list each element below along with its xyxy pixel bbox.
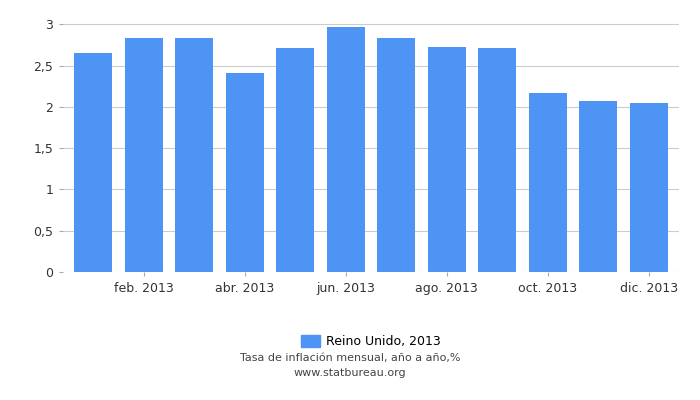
Bar <box>428 48 466 272</box>
Bar <box>580 101 617 272</box>
Bar <box>377 38 415 272</box>
Bar <box>125 38 162 272</box>
Bar <box>630 103 668 272</box>
Bar <box>226 73 264 272</box>
Bar <box>478 48 516 272</box>
Bar <box>528 93 567 272</box>
Bar <box>276 48 314 272</box>
Bar <box>175 38 214 272</box>
Legend: Reino Unido, 2013: Reino Unido, 2013 <box>296 330 446 353</box>
Text: Tasa de inflación mensual, año a año,%
www.statbureau.org: Tasa de inflación mensual, año a año,% w… <box>239 353 461 378</box>
Bar <box>74 53 112 272</box>
Bar <box>327 27 365 272</box>
